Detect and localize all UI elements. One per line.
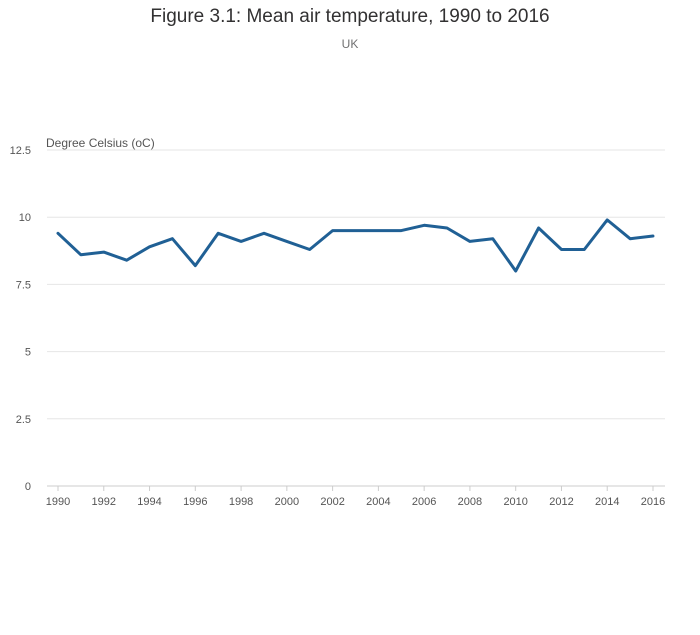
data-point[interactable] — [399, 229, 403, 233]
y-axis-label: Degree Celsius (oC) — [46, 136, 155, 150]
data-point[interactable] — [102, 250, 106, 254]
data-point[interactable] — [537, 226, 541, 230]
data-point[interactable] — [514, 269, 518, 273]
x-tick-label: 2002 — [320, 496, 344, 508]
data-point[interactable] — [422, 223, 426, 227]
y-tick-label: 2.5 — [16, 414, 31, 426]
data-point[interactable] — [148, 245, 152, 249]
data-point[interactable] — [445, 226, 449, 230]
x-tick-label: 2016 — [641, 496, 665, 508]
x-tick-label: 1998 — [229, 496, 253, 508]
x-tick-label: 1994 — [137, 496, 161, 508]
y-tick-label: 12.5 — [10, 145, 31, 157]
y-tick-label: 5 — [25, 347, 31, 359]
x-tick-label: 1996 — [183, 496, 207, 508]
chart-subtitle: UK — [341, 37, 359, 51]
data-point[interactable] — [216, 231, 220, 235]
y-tick-label: 0 — [25, 481, 31, 493]
x-tick-label: 2012 — [549, 496, 573, 508]
x-tick-label: 1990 — [46, 496, 70, 508]
x-tick-label: 2006 — [412, 496, 436, 508]
data-point[interactable] — [331, 229, 335, 233]
x-tick-label: 2000 — [275, 496, 299, 508]
x-axis-ticks: 1990 1992 1994 1996 1998 2000 2002 2004 2006 2008… — [46, 486, 665, 508]
data-point[interactable] — [285, 239, 289, 243]
y-tick-label: 7.5 — [16, 279, 31, 291]
x-tick-label: 2010 — [503, 496, 527, 508]
series-lines — [56, 218, 655, 273]
data-point[interactable] — [559, 247, 563, 251]
data-point[interactable] — [262, 231, 266, 235]
y-tick-label: 10 — [19, 212, 31, 224]
data-point[interactable] — [193, 264, 197, 268]
data-point[interactable] — [582, 247, 586, 251]
data-point[interactable] — [468, 239, 472, 243]
series-line — [56, 218, 655, 273]
data-point[interactable] — [376, 229, 380, 233]
data-point[interactable] — [170, 237, 174, 241]
data-point[interactable] — [125, 258, 129, 262]
data-point[interactable] — [79, 253, 83, 257]
data-point[interactable] — [605, 218, 609, 222]
chart-title: Figure 3.1: Mean air temperature, 1990 t… — [150, 6, 550, 27]
data-point[interactable] — [354, 229, 358, 233]
y-axis-ticks: 0 2.5 5 7.5 10 12.5 — [10, 145, 31, 493]
data-point[interactable] — [628, 237, 632, 241]
data-point[interactable] — [56, 231, 60, 235]
data-point[interactable] — [491, 237, 495, 241]
x-tick-label: 2004 — [366, 496, 390, 508]
x-tick-label: 1992 — [92, 496, 116, 508]
data-point[interactable] — [651, 234, 655, 238]
gridlines — [47, 149, 665, 487]
x-tick-label: 2014 — [595, 496, 619, 508]
data-point[interactable] — [308, 247, 312, 251]
x-tick-label: 2008 — [458, 496, 482, 508]
data-point[interactable] — [239, 239, 243, 243]
